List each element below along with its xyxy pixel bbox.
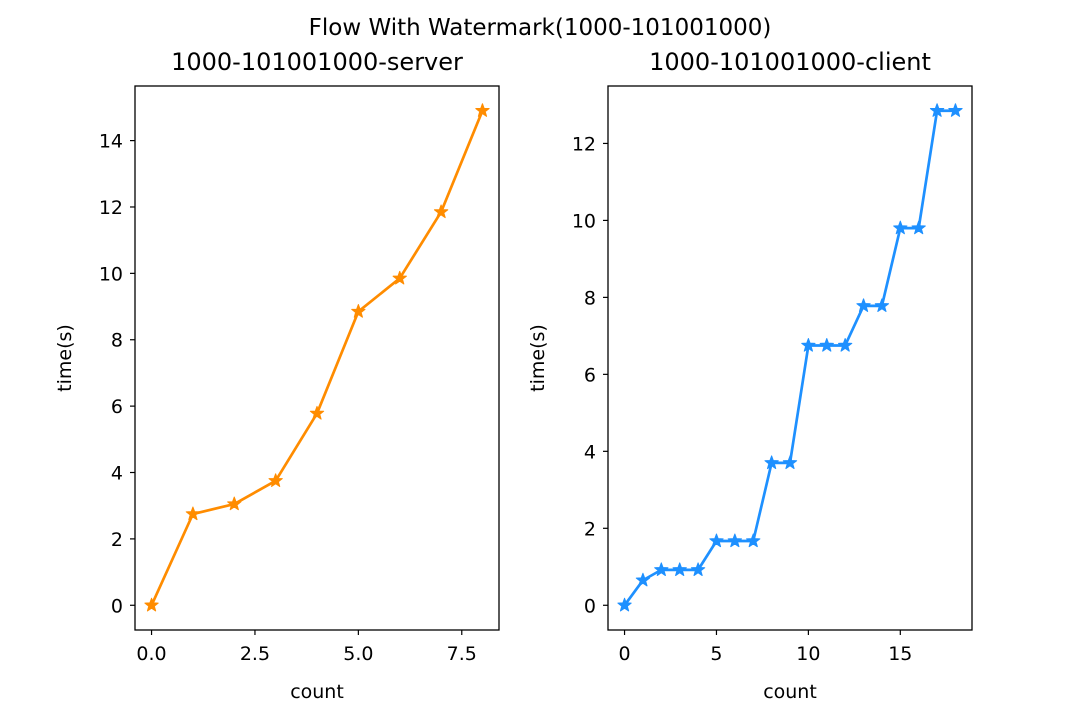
client-x-tick-label: 10 [796,643,820,665]
server-x-tick-label: 0.0 [136,643,166,665]
server-data-point [144,597,159,612]
client-data-point [690,562,706,577]
figure-suptitle: Flow With Watermark(1000-101001000) [309,15,772,41]
client-data-point [635,572,651,587]
server-y-tick-label: 4 [111,463,123,485]
client-data-point [617,597,632,612]
client-chart-title: 1000-101001000-client [649,48,931,76]
client-data-point [819,337,834,352]
client-plot-frame [607,85,973,631]
server-y-tick-label: 2 [111,529,123,551]
server-y-axis-label: time(s) [54,324,76,392]
client-y-tick-label: 6 [584,364,596,386]
server-data-point [268,473,283,487]
client-y-tick-label: 4 [584,441,596,463]
client-x-tick-label: 5 [710,643,722,665]
server-x-axis-label: count [290,681,344,703]
server-x-tick-label: 5.0 [343,643,373,665]
client-data-point [672,562,687,577]
client-data-point [948,103,963,117]
client-y-tick-label: 12 [572,133,596,155]
client-data-point [929,103,945,117]
server-y-tick-label: 0 [111,595,123,617]
client-data-point [801,337,816,352]
client-data-point [727,533,743,548]
client-data-point [911,220,926,235]
client-data-point [874,298,890,313]
client-data-point [856,298,871,313]
client-y-axis-label: time(s) [527,324,549,392]
client-data-point [893,220,908,235]
client-data-point [746,533,761,548]
server-y-tick-label: 6 [111,396,123,418]
client-data-point [764,455,779,470]
server-data-point [475,103,490,117]
client-data-point [782,455,798,470]
server-data-point [351,304,366,318]
server-y-tick-label: 14 [99,131,123,153]
server-y-tick-label: 8 [111,330,123,352]
client-series-line [623,109,957,607]
server-data-point [185,506,201,521]
client-y-tick-label: 0 [584,595,596,617]
client-y-tick-label: 8 [584,287,596,309]
server-chart: 1000-101001000-server count time(s) 0.0 2… [54,48,500,703]
server-y-tick-label: 10 [99,263,123,285]
client-x-axis-label: count [763,681,817,703]
client-x-tick-label: 15 [888,643,912,665]
client-data-point [709,533,724,548]
client-x-tick-label: 0 [618,643,630,665]
server-y-tick-label: 12 [99,197,123,219]
server-data-point [433,204,449,219]
client-y-tick-label: 2 [584,518,596,540]
server-data-point [392,270,407,285]
server-plot-frame [134,85,500,631]
server-data-point [227,496,242,511]
server-chart-title: 1000-101001000-server [171,48,463,76]
server-series-line [150,109,484,607]
client-data-point [654,562,669,577]
client-chart: 1000-101001000-client count time(s) 0 5 10… [527,48,973,703]
client-data-point [837,337,853,352]
client-y-tick-label: 10 [572,210,596,232]
server-data-point [309,405,325,420]
server-x-tick-label: 2.5 [240,643,270,665]
server-x-tick-label: 7.5 [447,643,477,665]
